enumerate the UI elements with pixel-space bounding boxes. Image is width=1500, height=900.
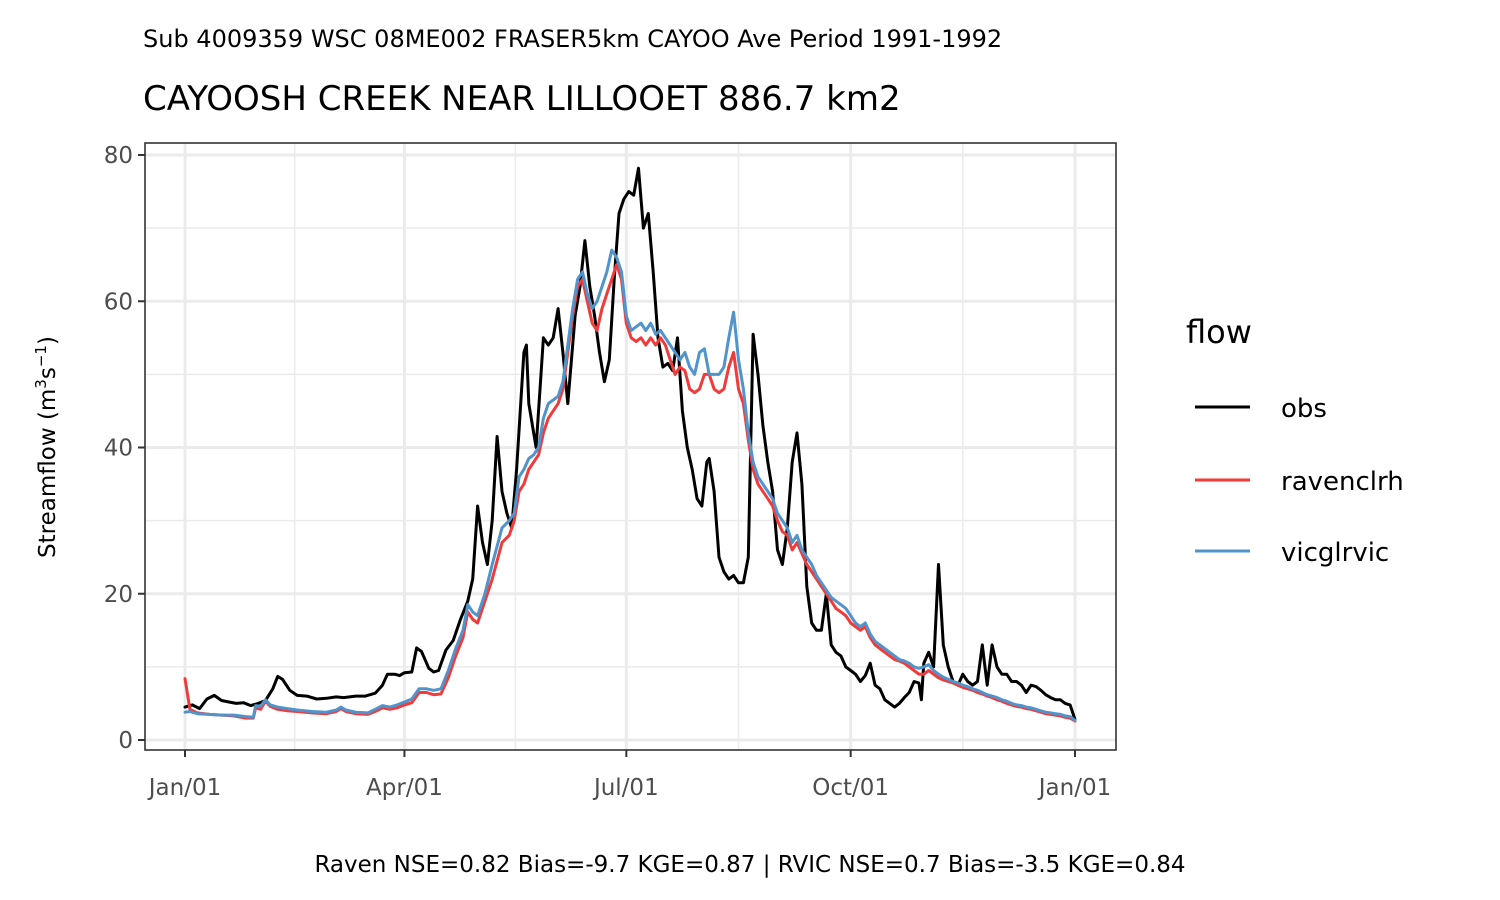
series-line-vicglrvic xyxy=(183,248,1077,722)
x-tick-label: Apr/01 xyxy=(366,775,443,801)
legend-label-ravenclrh: ravenclrh xyxy=(1281,467,1404,497)
legend-label-obs: obs xyxy=(1281,394,1327,424)
y-axis-title: Streamflow (m3s−1) xyxy=(32,336,61,558)
y-tick-label: 20 xyxy=(104,582,133,608)
x-tick-label: Jul/01 xyxy=(592,775,659,801)
y-tick-label: 60 xyxy=(104,289,133,315)
legend: flow obs ravenclrh vicglrvic xyxy=(1186,313,1404,568)
grid-lines xyxy=(145,143,1116,750)
legend-label-vicglrvic: vicglrvic xyxy=(1281,538,1389,568)
x-tick-label: Oct/01 xyxy=(812,775,889,801)
series-lines xyxy=(183,166,1077,723)
chart-caption: Raven NSE=0.82 Bias=-9.7 KGE=0.87 | RVIC… xyxy=(314,852,1185,878)
legend-item-vicglrvic: vicglrvic xyxy=(1195,538,1389,568)
legend-title: flow xyxy=(1186,313,1252,351)
axes: 0 20 40 60 80 Jan/01 Apr/01 Jul/01 Oct/01 Jan/01 xyxy=(104,143,1112,801)
chart-subtitle: Sub 4009359 WSC 08ME002 FRASER5km CAYOO … xyxy=(143,25,1002,53)
y-tick-label: 40 xyxy=(104,436,133,462)
series-line-ravenclrh xyxy=(183,263,1077,723)
x-tick-label: Jan/01 xyxy=(147,775,221,801)
y-tick-label: 0 xyxy=(118,728,133,754)
chart-title: CAYOOSH CREEK NEAR LILLOOET 886.7 km2 xyxy=(143,79,901,119)
series-line-obs xyxy=(183,166,1077,721)
y-tick-label: 80 xyxy=(104,143,133,169)
x-tick-label: Jan/01 xyxy=(1037,775,1111,801)
legend-item-obs: obs xyxy=(1195,394,1327,424)
legend-item-ravenclrh: ravenclrh xyxy=(1195,467,1404,497)
